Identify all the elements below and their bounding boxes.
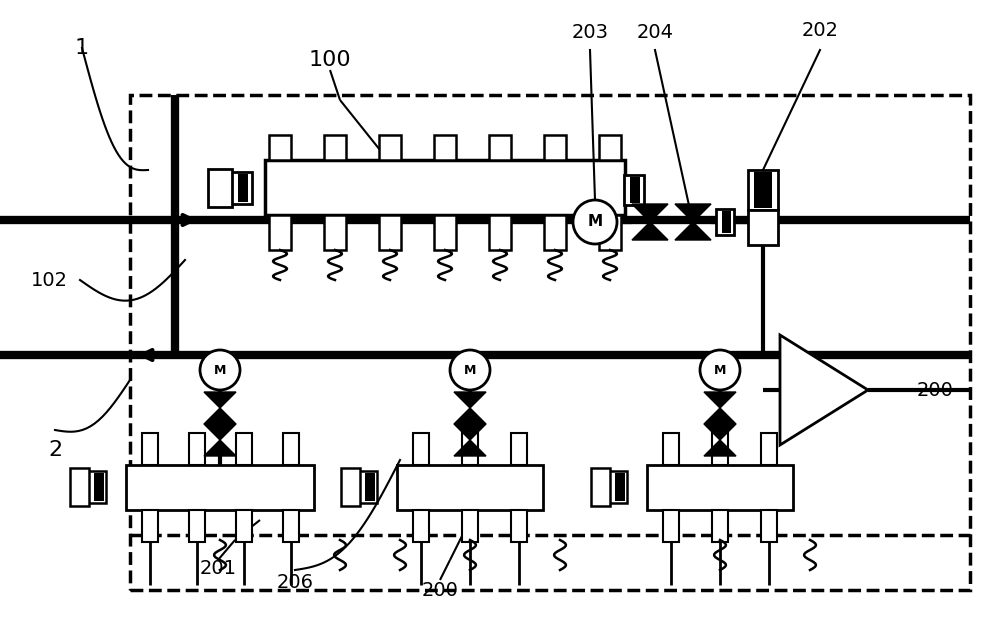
Bar (615, 473, 625, 501)
Bar (70, 468, 89, 506)
Bar (599, 135, 621, 160)
Polygon shape (704, 424, 736, 440)
Polygon shape (704, 440, 736, 456)
Text: M: M (714, 363, 726, 376)
Polygon shape (704, 392, 736, 408)
Text: 200: 200 (422, 581, 458, 599)
Text: M: M (214, 363, 226, 376)
Polygon shape (204, 440, 236, 456)
Polygon shape (204, 392, 236, 408)
Text: 206: 206 (276, 573, 314, 591)
Bar (609, 471, 627, 503)
Bar (413, 433, 429, 465)
Bar (126, 465, 314, 510)
Bar (761, 510, 777, 542)
Bar (544, 215, 566, 250)
Bar (142, 433, 158, 465)
Bar (591, 468, 610, 506)
Polygon shape (204, 424, 236, 440)
Bar (511, 510, 527, 542)
Polygon shape (780, 335, 868, 445)
Text: 1: 1 (75, 38, 89, 58)
Text: 203: 203 (572, 22, 608, 42)
Polygon shape (454, 440, 486, 456)
Polygon shape (704, 408, 736, 424)
Bar (365, 473, 375, 501)
Bar (341, 468, 360, 506)
Text: 100: 100 (309, 50, 351, 70)
Circle shape (450, 350, 490, 390)
Circle shape (700, 350, 740, 390)
Bar (379, 215, 401, 250)
Polygon shape (632, 222, 668, 240)
Bar (434, 135, 456, 160)
Polygon shape (204, 408, 236, 424)
Bar (712, 510, 728, 542)
Bar (754, 172, 772, 208)
Polygon shape (454, 408, 486, 424)
Bar (489, 135, 511, 160)
Bar (283, 433, 298, 465)
Text: 202: 202 (802, 20, 838, 40)
Bar (489, 215, 511, 250)
Text: 2: 2 (48, 440, 62, 460)
Bar (511, 433, 527, 465)
Text: 102: 102 (31, 271, 68, 289)
Bar (269, 215, 291, 250)
Bar (236, 433, 252, 465)
Bar (88, 471, 106, 503)
Circle shape (573, 200, 617, 244)
Bar (722, 211, 731, 233)
Polygon shape (632, 204, 668, 222)
Bar (434, 215, 456, 250)
Bar (188, 433, 205, 465)
Polygon shape (454, 392, 486, 408)
Bar (208, 169, 232, 207)
Bar (379, 135, 401, 160)
Bar (761, 433, 777, 465)
Bar (142, 510, 158, 542)
Bar (359, 471, 377, 503)
Bar (647, 465, 793, 510)
Bar (544, 135, 566, 160)
Bar (230, 172, 252, 204)
Bar (269, 135, 291, 160)
Text: 200: 200 (917, 381, 953, 399)
Polygon shape (454, 424, 486, 440)
Bar (130, 95, 970, 590)
Bar (413, 510, 429, 542)
Bar (324, 215, 346, 250)
Bar (188, 510, 205, 542)
Bar (283, 510, 298, 542)
Bar (716, 209, 734, 235)
Bar (748, 210, 778, 245)
Bar (462, 510, 478, 542)
Bar (599, 215, 621, 250)
Bar (663, 510, 679, 542)
Text: M: M (464, 363, 476, 376)
Bar (748, 170, 778, 210)
Bar (462, 433, 478, 465)
Bar (324, 135, 346, 160)
Polygon shape (675, 204, 711, 222)
Text: 204: 204 (637, 22, 674, 42)
Bar (238, 174, 248, 202)
Bar (397, 465, 543, 510)
Bar (712, 433, 728, 465)
Bar (624, 175, 644, 205)
Bar (265, 160, 625, 215)
Circle shape (200, 350, 240, 390)
Text: 201: 201 (200, 558, 237, 578)
Text: M: M (587, 214, 603, 230)
Bar (236, 510, 252, 542)
Polygon shape (675, 222, 711, 240)
Bar (94, 473, 104, 501)
Bar (630, 177, 640, 203)
Bar (663, 433, 679, 465)
